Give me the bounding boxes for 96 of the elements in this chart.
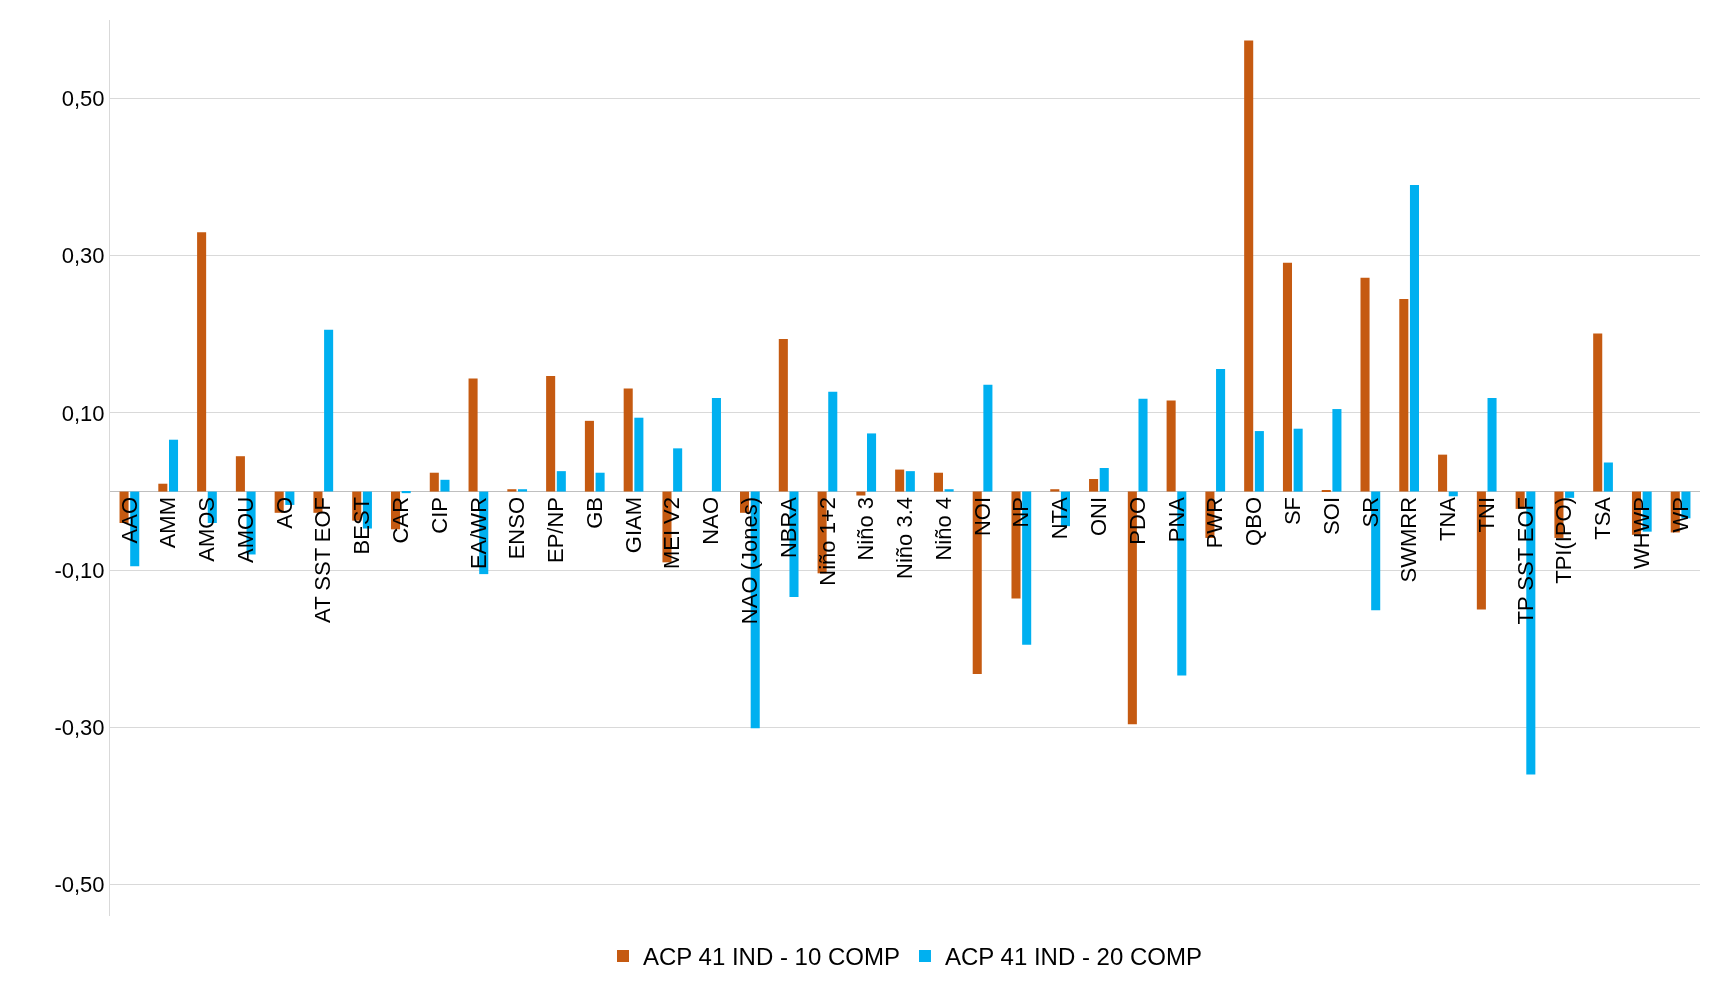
x-tick-label: AMOS bbox=[194, 496, 220, 562]
bar bbox=[401, 491, 411, 494]
bar bbox=[828, 391, 838, 492]
x-tick-label: WHWP bbox=[1628, 496, 1654, 570]
x-tick-label: TNA bbox=[1435, 496, 1461, 541]
bar bbox=[1399, 299, 1409, 492]
y-tick-label: -0,50 bbox=[54, 872, 105, 898]
x-tick-label: SR bbox=[1357, 496, 1383, 528]
bar bbox=[867, 433, 877, 492]
bar bbox=[468, 378, 478, 492]
x-tick-label: PDO bbox=[1124, 496, 1150, 545]
x-tick-label: Niño 3 bbox=[853, 496, 879, 561]
x-tick-label: SWMRR bbox=[1396, 496, 1422, 583]
x-tick-label: TPI(IPO) bbox=[1551, 496, 1577, 584]
x-tick-label: TNI bbox=[1473, 496, 1499, 533]
y-tick-label: 0,30 bbox=[61, 243, 105, 269]
x-tick-label: TSA bbox=[1590, 496, 1616, 540]
x-tick-label: NAO (Jones) bbox=[737, 496, 763, 625]
x-tick-label: Niño 4 bbox=[930, 496, 956, 561]
x-tick-label: MEI V2 bbox=[659, 496, 685, 570]
bar bbox=[895, 469, 905, 492]
bar bbox=[1282, 262, 1293, 492]
x-tick-label: GIAM bbox=[620, 496, 646, 554]
bar bbox=[1438, 454, 1448, 492]
bar bbox=[905, 471, 915, 492]
x-tick-label: Niño 3.4 bbox=[892, 496, 918, 579]
x-tick-label: BEST bbox=[349, 496, 375, 555]
bar bbox=[1050, 489, 1060, 492]
bar bbox=[1216, 368, 1226, 492]
bar bbox=[1332, 409, 1342, 492]
bar bbox=[1603, 462, 1613, 492]
bar bbox=[1166, 400, 1176, 492]
x-tick-label: CIP bbox=[426, 496, 452, 534]
bar bbox=[197, 232, 207, 492]
bar bbox=[546, 376, 556, 492]
x-tick-label: GB bbox=[581, 496, 607, 529]
x-tick-label: NP bbox=[1008, 496, 1034, 528]
x-tick-label: QBO bbox=[1241, 496, 1267, 546]
x-tick-label: TP SST EOF bbox=[1512, 496, 1538, 625]
x-tick-label: AAO bbox=[116, 496, 142, 544]
bar bbox=[429, 472, 439, 492]
bar bbox=[944, 489, 954, 492]
y-tick-label: 0,50 bbox=[61, 86, 105, 112]
x-tick-label: CAR bbox=[388, 496, 413, 544]
bar bbox=[933, 472, 943, 492]
bar bbox=[1138, 398, 1148, 492]
bar bbox=[623, 388, 633, 492]
x-tick-label: WP bbox=[1667, 496, 1693, 533]
bar bbox=[1089, 479, 1099, 492]
y-tick-label: -0,10 bbox=[54, 557, 105, 583]
legend-label: ACP 41 IND - 20 COMP bbox=[944, 943, 1202, 971]
bar bbox=[507, 489, 517, 492]
x-tick-label: AMM bbox=[155, 496, 181, 549]
bar bbox=[235, 456, 245, 492]
bar bbox=[634, 417, 644, 492]
x-tick-label: AT SST EOF bbox=[310, 496, 336, 623]
x-tick-label: NAO bbox=[698, 496, 724, 545]
x-tick-label: Niño 1+2 bbox=[814, 496, 840, 586]
bar bbox=[1099, 468, 1109, 492]
bar bbox=[1254, 431, 1264, 492]
legend-label: ACP 41 IND - 10 COMP bbox=[643, 943, 900, 971]
x-tick-label: AO bbox=[271, 496, 297, 529]
bar bbox=[711, 398, 721, 492]
x-tick-label: ENSO bbox=[504, 496, 530, 560]
bar bbox=[168, 439, 179, 492]
x-tick-label: NOI bbox=[969, 496, 995, 537]
bar bbox=[778, 339, 788, 492]
x-tick-label: PWR bbox=[1202, 496, 1228, 549]
y-tick-label: 0,10 bbox=[61, 400, 105, 426]
bar bbox=[517, 489, 528, 492]
x-tick-label: EP/NP bbox=[543, 496, 569, 564]
bar bbox=[584, 420, 594, 492]
bar bbox=[440, 479, 450, 492]
bar bbox=[556, 471, 566, 492]
y-tick-label: -0,30 bbox=[54, 715, 105, 741]
bar bbox=[673, 448, 683, 492]
bar bbox=[1360, 277, 1370, 492]
bar bbox=[856, 491, 866, 496]
x-tick-label: AMOU bbox=[232, 496, 258, 563]
x-tick-label: EA/WR bbox=[465, 496, 491, 570]
x-tick-label: NTA bbox=[1047, 496, 1073, 540]
bar bbox=[324, 329, 334, 492]
x-tick-label: SF bbox=[1279, 496, 1305, 526]
x-tick-label: SOI bbox=[1318, 496, 1344, 535]
bar bbox=[1565, 491, 1575, 498]
bar bbox=[1409, 185, 1420, 492]
bar bbox=[158, 483, 168, 492]
bar bbox=[1593, 333, 1603, 492]
bar bbox=[983, 384, 993, 492]
bar bbox=[1487, 398, 1497, 492]
x-tick-label: PNA bbox=[1163, 496, 1189, 543]
bar bbox=[1244, 40, 1254, 492]
x-tick-label: NBRA bbox=[775, 496, 801, 559]
bar bbox=[1293, 428, 1303, 492]
bar bbox=[595, 472, 605, 492]
x-tick-label: ONI bbox=[1086, 496, 1112, 537]
